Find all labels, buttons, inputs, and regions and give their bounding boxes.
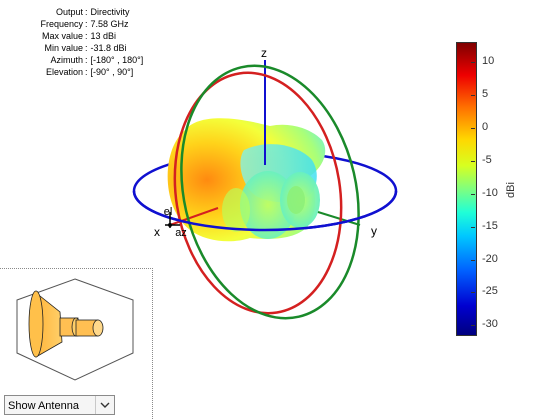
azimuth-ring-front [132, 190, 398, 232]
colorbar-tick-neg30: -30 [482, 318, 498, 330]
info-elevation: Elevation: [-90° , 90°] [45, 67, 134, 77]
axes-origin-marker [165, 212, 180, 228]
radiation-pattern-3d-view[interactable]: z x y el az [0, 0, 440, 420]
colorbar-tick-neg20: -20 [482, 253, 498, 265]
pattern-info: Output: Directivity Frequency:7.58 GHz Ma… [0, 6, 143, 78]
colorbar-tick-neg15: -15 [482, 220, 498, 232]
elevation-label: el [164, 206, 173, 218]
x-axis-line [169, 207, 219, 226]
info-frequency: Frequency:7.58 GHz [40, 19, 129, 29]
colorbar-tick-neg10: -10 [482, 187, 498, 199]
elevation-ring-xz [173, 71, 343, 315]
info-min-value: Min value: -31.8 dBi [44, 43, 127, 53]
info-azimuth: Azimuth: [-180° , 180°] [50, 55, 144, 65]
colorbar-tick-10: 10 [482, 55, 495, 67]
antenna-thumbnail [16, 278, 134, 381]
colorbar-tick-0: 0 [482, 121, 489, 133]
info-max-value: Max value:13 dBi [41, 31, 117, 41]
info-output: Output: Directivity [55, 7, 130, 17]
x-axis-label: x [154, 225, 160, 239]
colorbar-tick-neg5: -5 [482, 154, 492, 166]
antenna-preview-frame [0, 268, 153, 419]
colorbar [456, 42, 477, 336]
radiation-pattern-surface [167, 118, 326, 242]
azimuth-label: az [175, 227, 187, 239]
y-axis-line [317, 211, 361, 226]
show-antenna-dropdown[interactable]: Show Antenna [4, 395, 115, 415]
elevation-ring-yz [180, 64, 360, 320]
colorbar-unit-label: dBi [505, 182, 517, 198]
y-axis-label: y [371, 224, 377, 238]
colorbar-tick-5: 5 [482, 88, 489, 100]
chevron-down-icon[interactable] [95, 396, 114, 414]
colorbar-tick-neg25: -25 [482, 285, 498, 297]
dropdown-selected-value: Show Antenna [8, 400, 79, 412]
z-axis-label: z [261, 46, 267, 60]
